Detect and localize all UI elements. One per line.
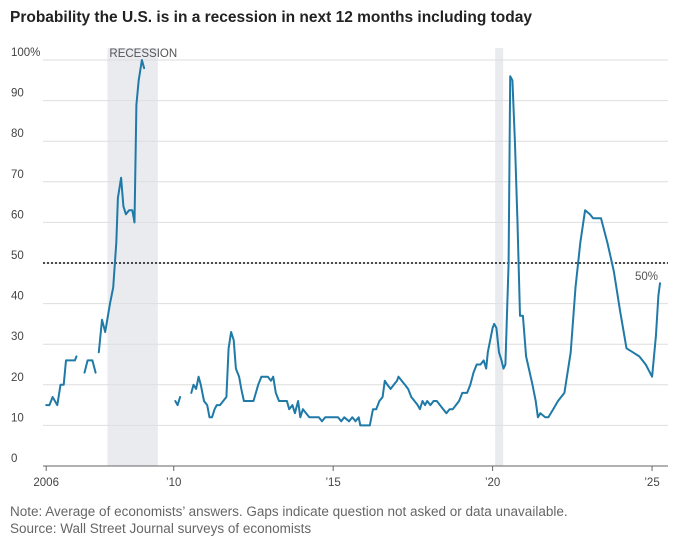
series-line <box>45 355 78 407</box>
recession-label: RECESSION <box>109 48 177 60</box>
x-tick-label: ’25 <box>644 477 659 489</box>
y-tick-label: 50 <box>11 250 24 262</box>
x-tick-label: 2006 <box>33 477 59 489</box>
y-tick-label: 100% <box>11 47 40 59</box>
y-tick-label: 10 <box>11 412 24 424</box>
recession-band <box>495 48 504 466</box>
series-line <box>97 59 146 354</box>
y-tick-label: 90 <box>11 88 24 100</box>
x-tick-label: ’10 <box>166 477 181 489</box>
y-tick-label: 60 <box>11 209 24 221</box>
x-tick-label: ’20 <box>485 477 500 489</box>
series-line <box>83 359 97 374</box>
y-tick-label: 70 <box>11 169 24 181</box>
chart-source: Source: Wall Street Journal surveys of e… <box>10 521 312 536</box>
x-tick-label: ’15 <box>325 477 340 489</box>
y-tick-label: 30 <box>11 331 24 343</box>
reference-line-label: 50% <box>635 271 658 283</box>
y-tick-label: 0 <box>11 453 17 465</box>
y-tick-label: 40 <box>11 291 24 303</box>
chart-title: Probability the U.S. is in a recession i… <box>10 9 532 26</box>
y-tick-label: 20 <box>11 372 24 384</box>
series-line <box>190 75 661 427</box>
y-tick-label: 80 <box>11 128 24 140</box>
series-line <box>174 396 182 407</box>
chart-note: Note: Average of economists’ answers. Ga… <box>10 504 568 519</box>
